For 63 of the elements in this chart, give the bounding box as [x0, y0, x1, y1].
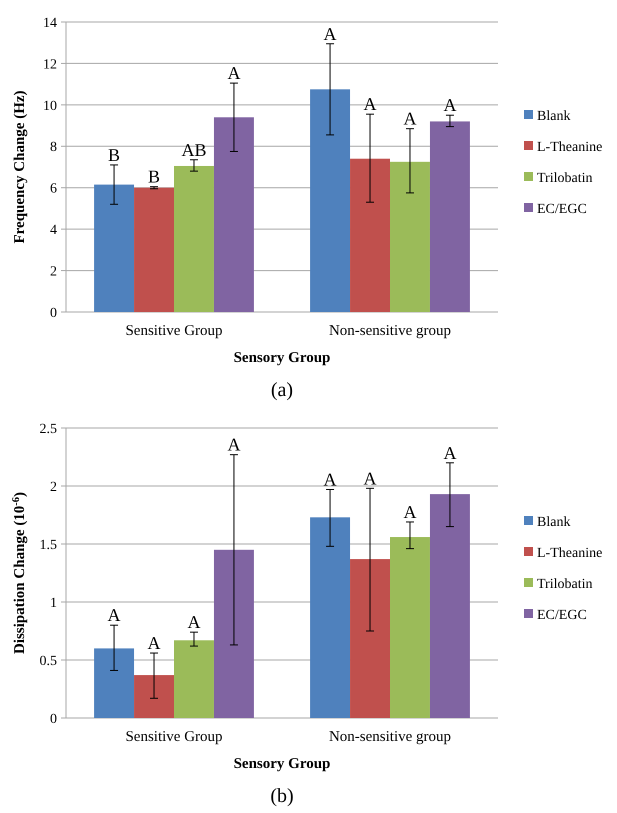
bar: [390, 162, 430, 312]
bar: [350, 559, 390, 718]
bar: [214, 117, 254, 312]
annotation: A: [403, 502, 416, 522]
y-tick-label: 10: [43, 98, 57, 114]
legend-label: Blank: [537, 514, 570, 530]
x-tick-label: Non-sensitive group: [328, 323, 452, 339]
text: (a): [270, 379, 294, 401]
x-axis-title: Sensory Group: [234, 756, 330, 772]
y-tick-label: 0: [50, 712, 57, 727]
text: (b): [270, 785, 294, 807]
annotation: A: [403, 108, 416, 129]
bar: [174, 640, 214, 718]
bar: [94, 184, 134, 312]
bar: [430, 121, 470, 312]
x-axis-title: Sensory Group: [234, 350, 330, 366]
legend-label: Trilobatin: [537, 576, 592, 592]
y-tick-label: 1: [50, 596, 57, 611]
annotation: A: [227, 63, 240, 84]
legend-label: Trilobatin: [537, 170, 592, 186]
annotation: A: [443, 95, 456, 116]
legend-label: Blank: [537, 108, 570, 124]
annotation: A: [108, 605, 121, 626]
y-tick-label: 8: [50, 140, 57, 156]
annotation: A: [324, 469, 337, 490]
y-tick-label: 0: [50, 306, 57, 321]
y-axis-title: Frequency Change (Hz): [12, 90, 28, 244]
y-tick-label: 2: [50, 480, 57, 495]
y-tick-label: 0.5: [40, 654, 57, 669]
x-tick-label: Sensitive Group: [125, 729, 223, 745]
annotation: A: [364, 94, 377, 114]
annotation: A: [187, 612, 200, 632]
y-tick-label: 2.5: [40, 422, 57, 437]
bar: [134, 675, 174, 718]
annotation: A: [148, 633, 161, 654]
annotation: A: [324, 24, 337, 44]
y-tick-label: 1.5: [40, 538, 57, 553]
y-tick-label: 14: [43, 16, 57, 31]
bar: [310, 89, 350, 312]
annotation: A: [364, 468, 377, 488]
annotation: A: [443, 442, 456, 463]
x-tick-label: Non-sensitive group: [328, 729, 452, 745]
bar: [94, 648, 134, 718]
annotation: AB: [181, 140, 206, 160]
y-tick-label: 6: [50, 182, 57, 197]
legend-label: L-Theanine: [537, 140, 602, 155]
bar: [430, 494, 470, 718]
bar: [310, 517, 350, 718]
bar: [174, 166, 214, 312]
legend-label: EC/EGC: [537, 608, 587, 623]
legend-label: EC/EGC: [537, 202, 587, 217]
y-tick-label: 4: [50, 223, 57, 238]
bar: [350, 158, 390, 312]
legend-label: L-Theanine: [537, 546, 602, 561]
x-tick-label: Sensitive Group: [125, 323, 223, 339]
bar: [134, 188, 174, 312]
bar: [214, 550, 254, 718]
bar: [390, 537, 430, 718]
annotation: B: [108, 144, 120, 165]
annotation: B: [148, 166, 160, 187]
y-tick-label: 2: [50, 264, 57, 280]
annotation: A: [227, 434, 240, 455]
y-tick-label: 12: [43, 57, 57, 72]
